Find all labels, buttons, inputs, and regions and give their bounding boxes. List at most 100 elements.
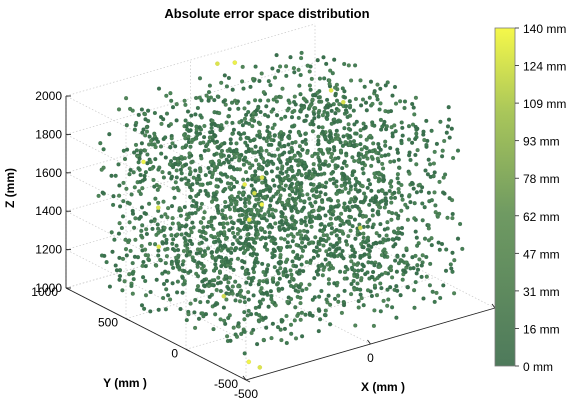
data-point [432, 299, 437, 304]
data-point [298, 317, 303, 322]
data-point [270, 212, 275, 217]
data-point [345, 267, 350, 272]
data-point [248, 225, 253, 230]
data-point [303, 97, 308, 103]
data-point [296, 284, 301, 289]
data-point [308, 201, 313, 206]
data-point [226, 280, 231, 285]
data-point [200, 311, 205, 316]
data-point [310, 97, 315, 102]
data-point [353, 187, 358, 192]
data-point [113, 263, 118, 268]
data-point [268, 289, 273, 294]
data-point [322, 171, 327, 176]
data-point [213, 133, 218, 138]
data-point [323, 192, 328, 197]
data-point [326, 281, 331, 286]
data-point [181, 259, 186, 264]
data-point [320, 199, 325, 205]
data-point [352, 122, 357, 127]
data-point [288, 322, 294, 327]
data-point [131, 277, 136, 282]
data-point [206, 246, 211, 251]
data-point [206, 283, 211, 289]
data-point [248, 138, 253, 143]
data-point [313, 106, 318, 111]
high-error-point [215, 61, 220, 66]
data-point [312, 276, 317, 281]
data-point [180, 164, 185, 169]
high-error-point [257, 365, 263, 370]
data-point [193, 210, 198, 215]
data-point [276, 68, 281, 73]
data-point [279, 181, 284, 186]
data-point [264, 171, 269, 176]
data-point [410, 122, 416, 127]
data-point [304, 286, 309, 291]
data-point [194, 193, 199, 199]
data-point [329, 151, 335, 156]
data-point [231, 230, 236, 235]
data-point [186, 134, 191, 139]
data-point [378, 281, 383, 286]
data-point [271, 178, 276, 183]
data-point [272, 265, 277, 270]
data-point [149, 166, 155, 171]
data-point [300, 240, 305, 245]
data-point [330, 71, 335, 76]
data-point [216, 231, 221, 236]
data-point [368, 133, 373, 138]
data-point [212, 278, 217, 283]
data-point [408, 157, 413, 163]
data-point [243, 239, 248, 244]
y-tick-mark [125, 318, 131, 322]
data-point [383, 191, 388, 196]
data-point [361, 171, 366, 176]
data-point [419, 263, 424, 268]
data-point [316, 95, 321, 100]
data-point [417, 257, 422, 262]
data-point [212, 163, 217, 169]
data-point [234, 141, 239, 146]
data-point [174, 243, 179, 248]
data-point [277, 220, 282, 225]
data-point [230, 291, 235, 296]
data-point [361, 264, 366, 269]
data-point [336, 203, 341, 208]
data-point [250, 76, 256, 81]
data-point [295, 313, 300, 318]
data-point [154, 263, 159, 268]
data-point [198, 247, 203, 252]
data-point [317, 207, 322, 212]
data-point [342, 159, 347, 164]
gridline [65, 134, 247, 227]
data-point [325, 113, 330, 118]
data-point [312, 116, 317, 121]
data-point [446, 105, 451, 110]
z-tick-label: 1000 [35, 281, 62, 295]
data-point [310, 313, 315, 318]
data-point [284, 73, 289, 78]
data-point [238, 218, 243, 223]
data-point [334, 227, 339, 233]
data-point [130, 211, 136, 216]
data-point [283, 215, 288, 220]
data-point [282, 205, 287, 210]
data-point [285, 222, 290, 227]
data-point [396, 226, 401, 231]
data-point [188, 195, 193, 200]
data-point [279, 214, 284, 219]
data-point [331, 209, 336, 214]
colorbar-tick-label: 109 mm [523, 97, 566, 111]
data-point [101, 147, 106, 152]
data-point [328, 322, 333, 327]
data-point [310, 129, 315, 134]
gridline [65, 210, 247, 304]
data-point [445, 124, 451, 129]
y-tick-label: -500 [214, 377, 238, 391]
z-tick-label: 1200 [35, 243, 62, 257]
data-point [202, 123, 207, 129]
data-point [255, 232, 260, 237]
data-point [375, 97, 380, 102]
data-point [238, 197, 243, 202]
